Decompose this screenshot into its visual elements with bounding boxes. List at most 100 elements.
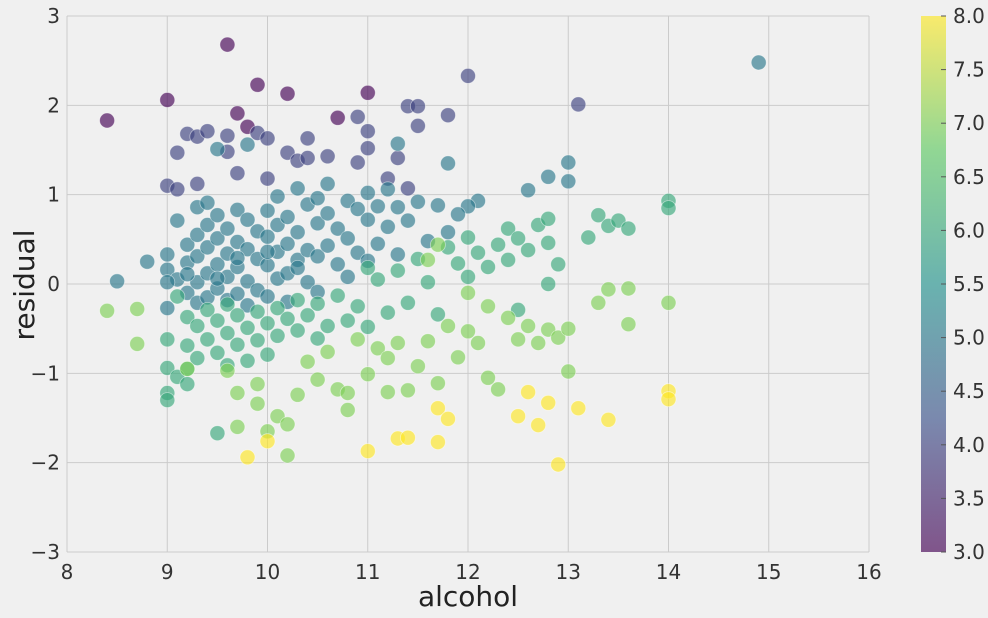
colorbar-ticks: 3.0 3.5 4.0 4.5 5.0 5.5 6.0 6.5 7.0 7.5 8.0 bbox=[941, 4, 985, 564]
data-point bbox=[259, 170, 276, 187]
data-point bbox=[229, 418, 246, 435]
data-point bbox=[189, 175, 206, 192]
data-point bbox=[309, 215, 326, 232]
data-point bbox=[169, 181, 186, 198]
data-point bbox=[179, 360, 196, 377]
y-tick-label: 1 bbox=[47, 183, 60, 207]
data-point bbox=[349, 331, 366, 348]
data-point bbox=[450, 349, 466, 366]
data-point bbox=[189, 350, 206, 367]
data-point bbox=[179, 236, 196, 253]
colorbar: 3.0 3.5 4.0 4.5 5.0 5.5 6.0 6.5 7.0 7.5 8.0 bbox=[921, 4, 985, 564]
data-point bbox=[450, 255, 466, 272]
data-point bbox=[269, 327, 286, 344]
data-point bbox=[560, 173, 577, 190]
data-point bbox=[379, 350, 396, 367]
data-point bbox=[540, 394, 557, 411]
data-point bbox=[399, 382, 416, 399]
data-point bbox=[189, 318, 206, 334]
data-point bbox=[279, 235, 296, 252]
data-point bbox=[660, 200, 677, 217]
data-point bbox=[159, 92, 176, 108]
data-point bbox=[480, 369, 496, 386]
colorbar-tick-label: 8.0 bbox=[953, 4, 985, 28]
data-point bbox=[339, 268, 356, 285]
data-point bbox=[550, 256, 567, 273]
x-tick-label: 11 bbox=[355, 560, 380, 584]
y-tick-label: 2 bbox=[47, 93, 60, 117]
data-point bbox=[429, 375, 446, 392]
x-tick-label: 16 bbox=[856, 560, 881, 584]
data-point bbox=[289, 259, 306, 276]
data-point bbox=[540, 234, 557, 251]
data-point bbox=[590, 294, 607, 311]
data-point bbox=[460, 284, 476, 301]
colorbar-tick-label: 5.5 bbox=[953, 272, 985, 296]
data-point bbox=[510, 230, 526, 247]
data-point bbox=[179, 266, 196, 283]
x-tick-label: 12 bbox=[455, 560, 480, 584]
data-point bbox=[419, 274, 436, 291]
x-tick-label: 13 bbox=[556, 560, 581, 584]
data-point bbox=[179, 376, 196, 393]
data-point bbox=[550, 456, 567, 473]
data-point bbox=[239, 211, 256, 228]
data-point bbox=[179, 309, 196, 326]
data-point bbox=[540, 168, 557, 185]
data-point bbox=[199, 239, 216, 256]
data-point bbox=[460, 268, 476, 285]
data-point bbox=[219, 36, 236, 53]
data-point bbox=[299, 130, 316, 147]
data-point bbox=[590, 207, 607, 224]
data-point bbox=[99, 112, 115, 129]
data-point bbox=[319, 343, 336, 360]
x-tick-label: 14 bbox=[656, 560, 681, 584]
data-point bbox=[199, 331, 216, 348]
data-point bbox=[480, 298, 496, 315]
data-point bbox=[620, 220, 637, 237]
data-point bbox=[299, 307, 316, 324]
data-point bbox=[209, 312, 226, 329]
x-axis-label: alcohol bbox=[418, 580, 518, 613]
data-point bbox=[349, 109, 366, 125]
data-point bbox=[279, 447, 296, 464]
data-point bbox=[399, 212, 416, 229]
data-point bbox=[399, 294, 416, 311]
data-point bbox=[319, 148, 336, 165]
data-point bbox=[620, 280, 637, 297]
data-point bbox=[219, 362, 236, 379]
data-point bbox=[259, 288, 276, 305]
data-point bbox=[359, 184, 376, 201]
data-point bbox=[209, 230, 226, 247]
data-point bbox=[229, 105, 246, 122]
data-point bbox=[249, 332, 266, 349]
data-point bbox=[339, 230, 356, 247]
data-point bbox=[560, 363, 577, 380]
x-tick-label: 8 bbox=[61, 560, 74, 584]
data-point bbox=[379, 218, 396, 235]
data-point bbox=[440, 224, 456, 241]
data-point bbox=[419, 251, 436, 268]
data-point bbox=[409, 193, 426, 210]
data-point bbox=[299, 150, 316, 166]
data-point bbox=[379, 304, 396, 321]
data-point bbox=[339, 385, 356, 401]
data-point bbox=[309, 371, 326, 388]
data-point bbox=[490, 381, 507, 398]
data-point bbox=[470, 244, 486, 261]
data-point bbox=[329, 287, 346, 304]
data-point bbox=[239, 273, 256, 290]
data-point bbox=[450, 206, 466, 223]
y-tick-label: −3 bbox=[31, 540, 60, 564]
data-point bbox=[159, 360, 176, 376]
data-point bbox=[750, 54, 767, 71]
data-point bbox=[319, 318, 336, 334]
data-point bbox=[570, 400, 587, 417]
data-point bbox=[520, 384, 536, 401]
data-point bbox=[179, 337, 196, 354]
data-point bbox=[560, 154, 577, 171]
data-point bbox=[389, 199, 406, 216]
data-point bbox=[209, 207, 226, 224]
data-point bbox=[159, 246, 176, 263]
